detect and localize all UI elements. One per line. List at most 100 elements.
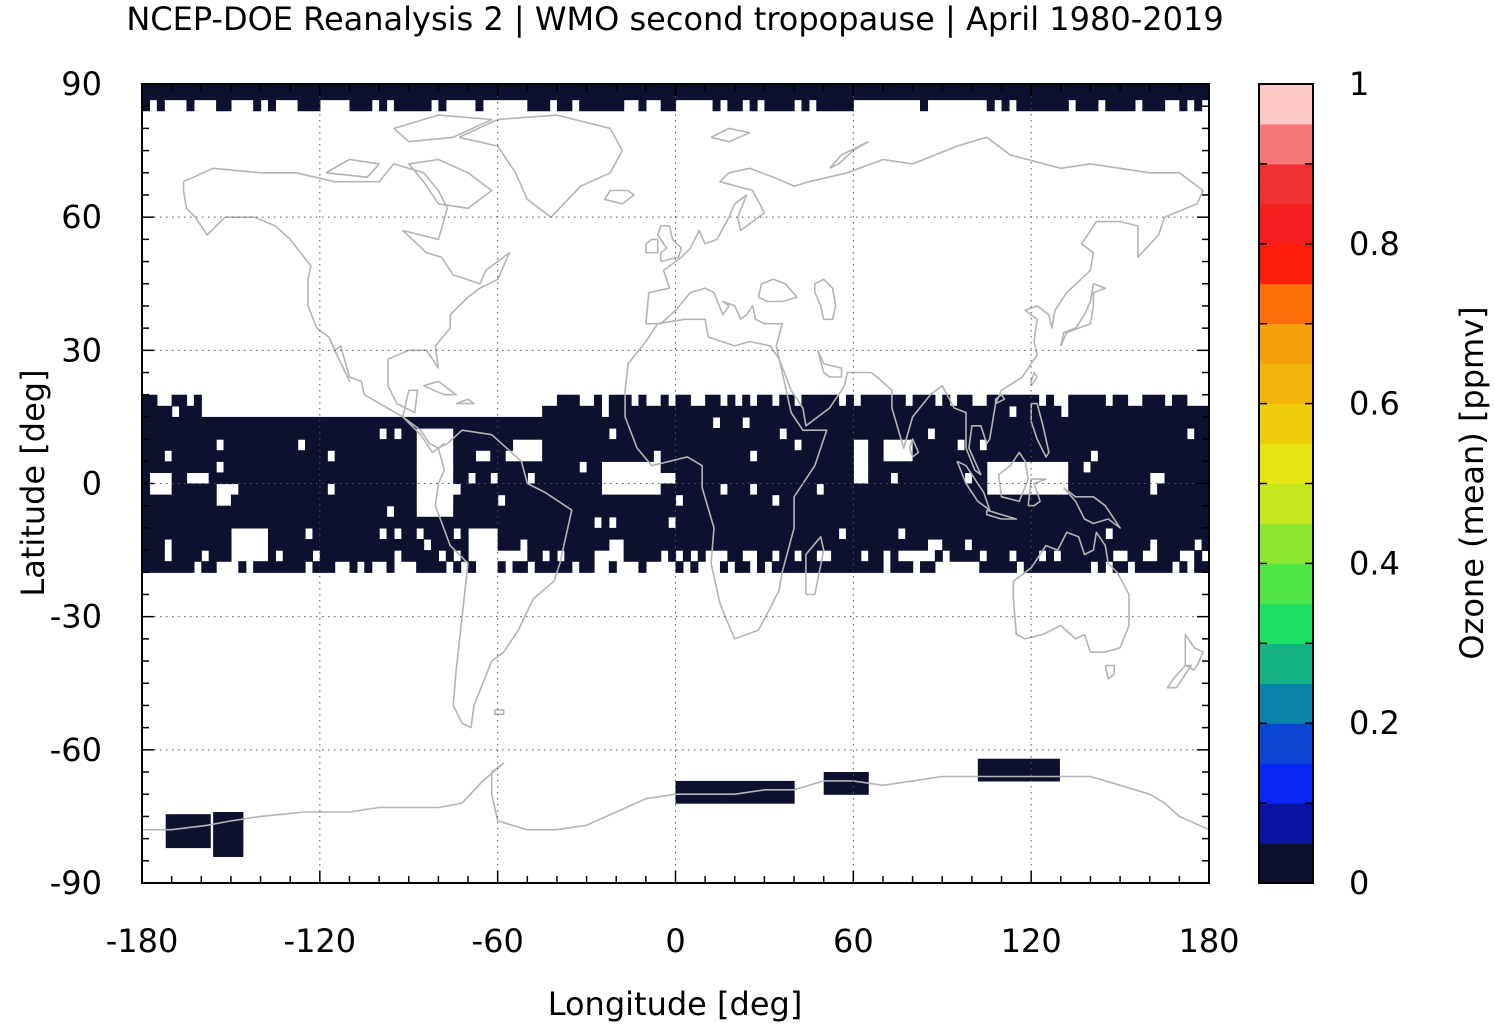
data-cell xyxy=(875,405,884,418)
data-cell xyxy=(875,461,884,474)
data-cell xyxy=(430,538,439,551)
data-cell xyxy=(423,516,432,529)
data-cell xyxy=(1060,505,1069,518)
data-cell xyxy=(475,439,484,451)
data-cell xyxy=(660,439,669,451)
data-cell xyxy=(1001,550,1010,562)
data-cell xyxy=(882,416,891,429)
data-cell xyxy=(564,84,573,90)
data-cell xyxy=(845,538,854,551)
data-cell xyxy=(208,516,217,529)
data-cell xyxy=(319,450,328,462)
data-cell xyxy=(690,780,699,793)
data-cell xyxy=(1186,461,1195,474)
data-cell xyxy=(957,505,966,518)
data-cell xyxy=(401,84,410,90)
data-cell xyxy=(223,428,232,440)
data-cell xyxy=(838,550,847,562)
data-cell xyxy=(482,472,491,485)
data-cell xyxy=(868,527,877,540)
data-cell xyxy=(905,516,914,529)
data-cell xyxy=(275,561,284,573)
data-cell xyxy=(379,84,388,90)
data-cell xyxy=(216,84,225,90)
data-cell xyxy=(564,561,573,573)
data-cell xyxy=(216,450,225,462)
data-cell xyxy=(216,527,225,540)
data-cell xyxy=(586,84,595,90)
data-cell xyxy=(571,88,580,101)
data-cell xyxy=(601,450,610,462)
data-cell xyxy=(1134,516,1143,529)
data-cell xyxy=(1120,84,1129,90)
data-cell xyxy=(1142,538,1151,551)
data-cell xyxy=(556,450,565,462)
data-cell xyxy=(401,416,410,429)
colorbar-swatch xyxy=(1259,443,1313,484)
data-cell xyxy=(1000,758,1009,771)
data-cell xyxy=(1149,450,1158,462)
data-cell xyxy=(786,494,795,507)
data-cell xyxy=(423,561,432,573)
data-cell xyxy=(1149,428,1158,440)
coastline-south-america xyxy=(434,429,573,729)
data-cell xyxy=(979,88,988,101)
data-cell xyxy=(460,84,469,90)
data-cell xyxy=(216,550,225,562)
data-cell xyxy=(949,538,958,551)
data-cell xyxy=(1171,505,1180,518)
data-cell xyxy=(527,88,536,101)
data-cell xyxy=(882,88,891,101)
data-cell xyxy=(1090,416,1099,429)
data-cell xyxy=(1120,472,1129,485)
data-cell xyxy=(512,494,521,507)
data-cell xyxy=(905,461,914,474)
data-cell xyxy=(816,84,825,90)
data-cell xyxy=(705,472,714,485)
data-cell xyxy=(579,472,588,485)
data-cell xyxy=(757,792,766,804)
data-cell xyxy=(979,450,988,462)
data-cell xyxy=(282,450,291,462)
data-cell xyxy=(438,527,447,540)
data-cell xyxy=(964,439,973,451)
data-cell xyxy=(868,416,877,429)
data-cell xyxy=(890,428,899,440)
data-cell xyxy=(312,428,321,440)
data-cell xyxy=(920,88,929,101)
data-cell xyxy=(319,538,328,551)
data-cell xyxy=(1194,505,1203,518)
data-cell xyxy=(749,505,758,518)
data-cell xyxy=(690,405,699,418)
data-cell xyxy=(586,505,595,518)
data-cell xyxy=(490,461,499,474)
data-cell xyxy=(757,561,766,573)
data-cell xyxy=(1201,450,1209,462)
data-cell xyxy=(757,780,766,793)
data-cell xyxy=(942,472,951,485)
data-cell xyxy=(179,494,188,507)
data-cell xyxy=(1068,472,1077,485)
data-cell xyxy=(1090,505,1099,518)
data-cell xyxy=(1112,527,1121,540)
data-cell xyxy=(808,450,817,462)
data-cell xyxy=(675,84,684,90)
data-cell xyxy=(497,538,506,551)
data-cell xyxy=(697,84,706,90)
data-cell xyxy=(1164,405,1173,418)
data-cell xyxy=(423,550,432,562)
coastline-baffin xyxy=(408,158,493,210)
colorbar-swatch xyxy=(1259,603,1313,644)
data-cell xyxy=(1060,561,1069,573)
data-cell xyxy=(853,494,862,507)
coastline-new-zealand-south xyxy=(1166,664,1192,689)
data-cell xyxy=(912,505,921,518)
data-cell xyxy=(712,494,721,507)
data-cell xyxy=(201,494,210,507)
data-cell xyxy=(173,836,182,849)
data-cell xyxy=(638,394,647,407)
data-cell xyxy=(1142,450,1151,462)
data-cell xyxy=(586,494,595,507)
data-cell xyxy=(927,439,936,451)
data-cell xyxy=(1142,561,1151,573)
